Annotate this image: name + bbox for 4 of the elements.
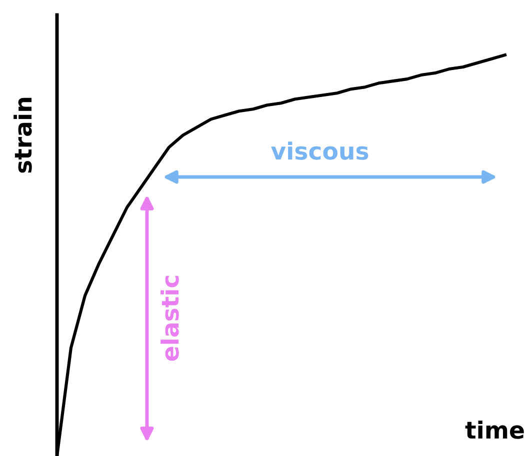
annotation: elastic — [160, 276, 179, 361]
annotation: viscous — [271, 142, 368, 160]
y-axis-title: strain — [14, 98, 32, 173]
x-axis-title: time — [465, 420, 524, 439]
